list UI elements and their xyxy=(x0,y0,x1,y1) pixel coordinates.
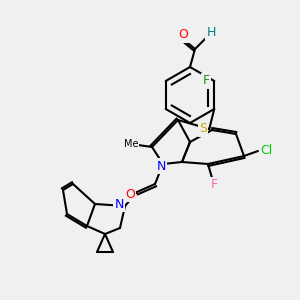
Text: H: H xyxy=(206,26,216,40)
Text: N: N xyxy=(156,160,166,172)
Text: O: O xyxy=(125,188,135,200)
Text: N: N xyxy=(114,197,124,211)
Text: Cl: Cl xyxy=(260,145,272,158)
Text: Me: Me xyxy=(124,139,138,149)
Text: O: O xyxy=(178,28,188,41)
Text: F: F xyxy=(210,178,218,191)
Text: F: F xyxy=(203,74,210,88)
Text: S: S xyxy=(199,122,207,136)
